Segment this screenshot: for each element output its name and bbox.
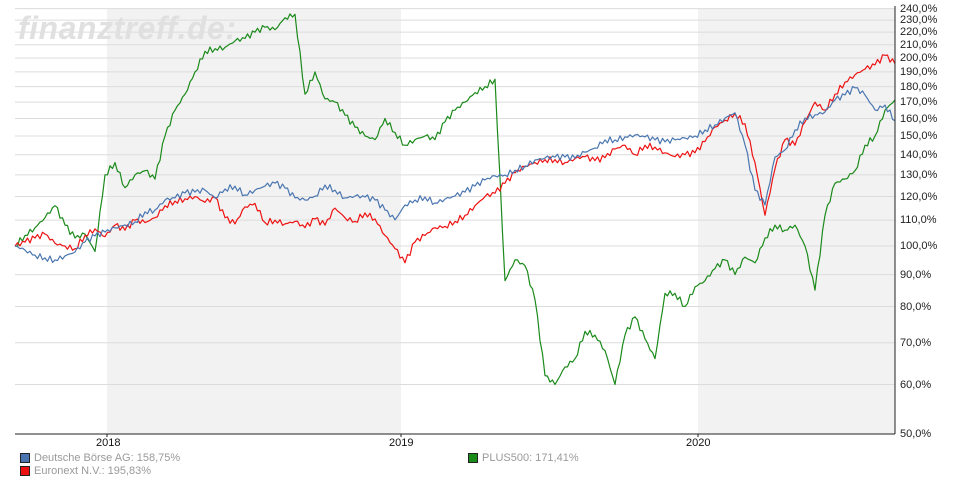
series-line-0 [14,85,896,263]
y-tick-label: 190,0% [900,65,938,78]
year-shading-bands [107,9,895,434]
series-lines [14,13,896,386]
legend-item-euronext[interactable]: Euronext N.V.: 195,83% [20,465,151,477]
series-line-1 [14,54,896,264]
legend-label: Deutsche Börse AG: 158,75% [34,452,181,464]
y-tick-label: 130,0% [900,168,938,181]
legend-swatch-red-icon [20,466,30,476]
x-tick-2018: 2018 [96,437,121,449]
legend-item-deutsche-boerse[interactable]: Deutsche Börse AG: 158,75% [20,452,180,464]
y-tick-label: 240,0% [900,2,938,15]
y-tick-label: 60,0% [900,378,932,391]
y-tick-label: 100,0% [900,240,938,252]
legend-swatch-green-icon [468,453,478,463]
legend-label: PLUS500: 171,41% [482,452,579,464]
y-tick-label: 50,0% [900,427,932,440]
watermark-logo: finanztreff.de: [18,10,237,46]
legend-swatch-blue-icon [20,453,30,463]
y-tick-label: 120,0% [900,190,938,203]
y-tick-label: 160,0% [900,112,938,125]
y-tick-label: 170,0% [900,96,938,109]
y-tick-label: 110,0% [900,214,937,227]
y-tick-label: 220,0% [900,26,938,39]
series-line-2 [14,13,896,386]
y-tick-label: 70,0% [900,336,932,349]
x-tick-2020: 2020 [686,437,711,449]
y-tick-label: 90,0% [900,268,932,281]
x-tick-2019: 2019 [389,437,414,449]
legend-label: Euronext N.V.: 195,83% [34,465,152,477]
y-tick-label: 200,0% [900,52,938,65]
y-tick-label: 150,0% [900,130,938,143]
y-tick-label: 80,0% [900,300,932,313]
y-tick-label: 180,0% [900,80,938,93]
axes [15,6,896,437]
y-tick-label: 140,0% [900,148,938,161]
y-tick-label: 230,0% [900,14,938,27]
legend-item-plus500[interactable]: PLUS500: 171,41% [468,452,579,464]
y-tick-label: 210,0% [900,38,938,51]
